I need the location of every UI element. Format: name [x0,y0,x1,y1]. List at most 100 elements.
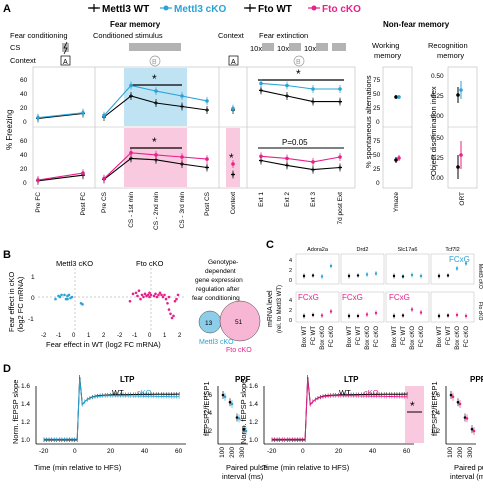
fto-cko-point-11 [338,155,342,159]
c-ytick-2b: 2 [289,308,292,314]
cs-bar [129,43,181,51]
fto-wt-point-10 [311,167,315,172]
b-fto-dot-30 [155,295,159,299]
xtick-a-12: Ymaze [393,192,400,213]
xtick-a-2: Pre CS [101,191,108,213]
b-ytick-1: 1 [31,274,35,281]
c-cell-0-1 [295,291,340,323]
fto-wt-point-6 [205,165,209,170]
b-ylabel-2: (log2 FC mRNA) [16,276,25,332]
panel-d: D LTP PPF LTP PPF WT cKO WT cKO Norm. fE… [3,363,483,481]
ytick-alt-50a: 50 [373,91,381,98]
fear-conditioning-label: Fear conditioning [10,31,68,40]
d-plots: -20 0 20 40 60 1.0 1.2 1.4 1.6 -20 0 20 40 60 1.0 1.2 1.… [21,375,476,458]
d-ltp-fto-ytick-2: 1.4 [249,401,258,408]
venn-title-4: regulation after [196,286,240,293]
legend-marker-fto-cko [311,5,317,11]
b-mettl3-dot-11 [66,297,69,301]
b-xtick-3: 1 [87,333,91,339]
mettl3-cko-point-5 [180,94,184,98]
xtick-a-3: CS - 1st min [128,192,135,228]
context-b-2: B [296,59,301,66]
d-ltp-mettl3-xtick-4: 60 [175,448,183,455]
c-xtick-1-0: Box WT [347,326,353,348]
c-dot-1-3-3 [464,314,468,318]
c-dot-1-0-0 [302,314,306,318]
d-ppf-fto-pt-0-0 [449,393,453,397]
working-memory-1: Working [372,41,399,50]
d-ltp-mettl3-ytick-0: 1.0 [21,437,30,444]
fto-wt-line-3 [260,159,341,171]
fto-wt-point-3 [129,156,133,161]
c-grid: Adora2a Drd2 Slc17a6 Tcf7l2 [295,247,475,323]
d-ltp-mettl3-xtick-3: 40 [141,448,149,455]
b-fto-dot-31 [167,295,171,299]
c-ytick-0a: 0 [289,278,292,284]
d-ppf-mettl3-pt-0-0 [221,393,225,397]
panel-label-d: D [3,363,11,375]
ytick-f-0b: 0 [23,180,27,187]
panel-label-b: B [3,249,11,261]
b-fto-dot-0 [136,294,139,298]
b-xtick-6: -1 [132,333,138,339]
ytick-odi-25a: 0.25 [431,93,444,100]
d-wt-f: WT [339,388,351,397]
mettl3-cko-point-1 [81,111,85,115]
frame-fear [32,66,356,189]
recognition-memory-2: memory [437,51,464,60]
c-dot-0-2-3 [419,274,423,278]
d-ppf-fto-pt-2-0 [463,416,467,419]
b-xtick-4: 2 [102,333,106,339]
b-fto-dot-9 [152,294,156,298]
c-gene-0: Adora2a [307,247,329,253]
mettl3-wt-line-3 [260,89,340,103]
d-ppf-mettl3-pt-1-1 [230,402,234,406]
b-mettl3-dot-5 [67,293,71,297]
d-ltp-mettl3-ytick-3: 1.6 [21,383,30,390]
ext-10x-3: 10x [304,44,316,53]
d-ppf-fto-pt-1-1 [458,402,462,406]
d-ppf-fto-ytick-1: 1.4 [431,410,440,417]
fto-cko-point-10 [311,160,315,164]
mettl3-cko-point-7 [231,106,235,111]
mettl3-cko-point-10 [311,87,315,91]
c-xtick-3-3: FC cKO [464,326,470,348]
legend-fto-wt: Fto WT [258,4,292,15]
d-ppf-fto-xtick-0: 100 [447,447,454,458]
c-xtick-3-2: Box cKO [455,326,461,350]
d-ltp-fto-xtick-2: 20 [335,448,343,455]
fto-cko-line-0 [37,172,84,181]
d-ltp-fto-ytick-3: 1.6 [249,383,258,390]
frame-ort [447,66,478,189]
c-fcxg-f1: FCxG [298,293,319,302]
mettl3-wt-point-3 [129,94,133,98]
d-ltp-title-m: LTP [120,375,135,384]
cs-label: CS [10,43,20,52]
d-ppf-mettl3-ytick-0: 1.2 [203,428,212,435]
b-fto-dot-27 [137,289,141,293]
xtick-a-5: CS - 3rd min [179,192,186,229]
venn-count-mettl3: 13 [205,320,213,327]
c-xtick-2-2: Box cKO [410,326,416,350]
c-dot-1-1-2 [365,313,369,316]
d-xlabel-ppf-m-1: Paired pulse [226,463,268,472]
c-cell-0-0 [295,253,340,285]
c-xtick-0-2: Box cKO [320,326,326,350]
c-cell-2-0 [385,253,430,285]
fto-wt-point-9 [285,163,289,168]
ymaze-fto-cko-point [397,156,401,160]
d-ltp-mettl3-series-1 [44,378,180,440]
c-xtick-2-0: Box WT [392,326,398,348]
sig-star-cs-m: * [152,72,157,86]
c-dot-1-1-0 [347,314,351,318]
c-fcxg-f2: FCxG [342,293,363,302]
ext-bar-4 [332,43,346,51]
c-ytick-0b: 0 [289,318,292,324]
c-dot-0-1-3 [374,272,378,275]
panel-a-series [36,79,463,185]
context-header: Context [218,31,245,40]
fto-cko-point-7 [231,162,235,166]
b-fto-dot-29 [139,297,142,301]
b-mettl3-dot-12 [79,302,83,305]
panel-a-frames [32,66,478,189]
